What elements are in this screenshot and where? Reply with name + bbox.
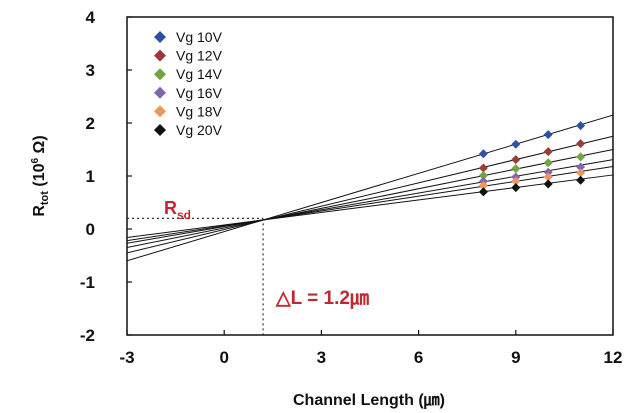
data-point: [576, 139, 586, 149]
legend-marker: [154, 86, 166, 99]
legend-label: Vg 18V: [176, 103, 223, 119]
x-tick-label: 9: [511, 348, 520, 367]
x-tick-label: 6: [414, 348, 423, 367]
fit-line: [126, 159, 614, 244]
data-point: [478, 170, 488, 180]
rsd-annotation: Rsd: [164, 198, 191, 222]
data-point: [576, 162, 586, 172]
fit-lines: [126, 114, 614, 262]
y-tick-label: -2: [80, 326, 95, 345]
y-tick-label: 2: [86, 114, 95, 133]
data-point: [511, 183, 521, 193]
y-axis-ticks: -2 -1 0 1 2 3 4: [80, 8, 132, 345]
data-points: [478, 121, 586, 197]
data-point: [478, 163, 488, 173]
x-tick-label: 0: [219, 348, 228, 367]
legend-marker: [154, 68, 166, 81]
data-point: [511, 139, 521, 149]
data-point: [511, 155, 521, 165]
data-point: [543, 130, 553, 140]
legend-marker: [154, 31, 166, 43]
data-point: [511, 164, 521, 174]
legend-label: Vg 12V: [176, 48, 223, 64]
data-point: [543, 167, 553, 177]
data-point: [543, 179, 553, 189]
legend-label: Vg 20V: [176, 122, 223, 138]
data-point: [511, 176, 521, 186]
legend-label: Vg 10V: [176, 29, 223, 45]
data-point: [576, 175, 586, 185]
y-axis-title: Rtot (106 Ω): [30, 135, 51, 216]
y-tick-label: -1: [80, 273, 95, 292]
fit-line: [126, 149, 614, 249]
data-point: [576, 152, 586, 162]
legend-label: Vg 16V: [176, 85, 223, 101]
legend-marker: [154, 105, 166, 118]
x-tick-label: 12: [604, 348, 623, 367]
y-tick-label: 3: [86, 61, 95, 80]
fit-line: [126, 165, 614, 242]
y-tick-label: 4: [86, 8, 96, 27]
x-tick-label: 3: [317, 348, 326, 367]
x-tick-label: -3: [119, 348, 134, 367]
x-axis-ticks: -3 0 3 6 9 12: [119, 330, 622, 367]
data-point: [576, 121, 586, 131]
fit-line: [126, 135, 614, 254]
fit-line: [126, 114, 614, 262]
delta-l-annotation: △L = 1.2㎛: [275, 288, 369, 309]
x-axis-title: Channel Length (㎛): [293, 392, 445, 410]
data-point: [543, 147, 553, 157]
data-point: [543, 158, 553, 168]
data-point: [543, 172, 553, 182]
y-tick-label: 0: [86, 220, 95, 239]
data-point: [478, 181, 488, 191]
y-tick-label: 1: [86, 167, 95, 186]
fit-line: [126, 174, 614, 238]
legend-marker: [154, 49, 166, 62]
legend: Vg 10V Vg 12V Vg 14V Vg 16V Vg 18V Vg 20V: [154, 29, 223, 138]
data-point: [478, 149, 488, 159]
legend-marker: [154, 124, 166, 136]
data-point: [478, 187, 488, 197]
legend-label: Vg 14V: [176, 66, 223, 82]
data-point: [576, 168, 586, 178]
